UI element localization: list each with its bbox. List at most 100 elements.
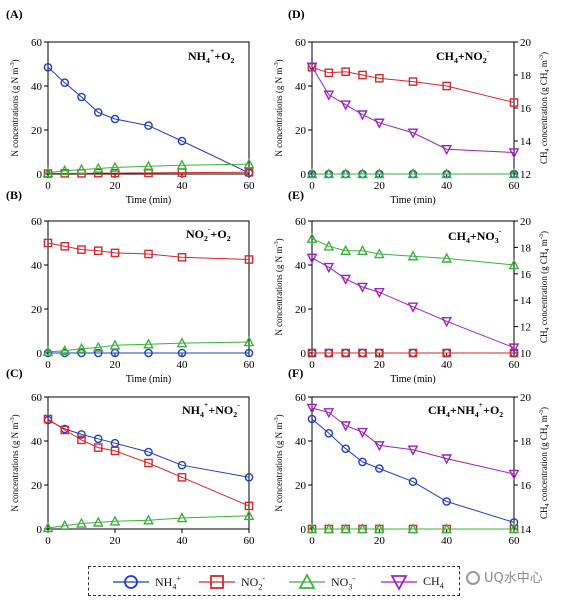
data-point-no2 bbox=[307, 348, 317, 358]
x-tick-label: 60 bbox=[244, 359, 256, 371]
data-point-no2 bbox=[408, 77, 418, 86]
y-right-tick-label: 12 bbox=[520, 322, 531, 334]
data-point-ch4 bbox=[373, 441, 385, 452]
data-point-no2 bbox=[375, 73, 384, 83]
y-right-tick-label: 14 bbox=[520, 524, 532, 536]
data-point-ch4 bbox=[508, 343, 520, 354]
x-axis-label: Time (min) bbox=[126, 195, 171, 206]
data-point-no2 bbox=[358, 70, 367, 80]
data-point-no3 bbox=[92, 341, 104, 352]
data-point-no3 bbox=[373, 248, 385, 259]
x-tick-label: 40 bbox=[177, 180, 189, 192]
x-tick-label: 40 bbox=[441, 535, 453, 547]
data-point-no3 bbox=[76, 342, 87, 353]
legend: NH4+ NO2- NO3- CH4 bbox=[88, 566, 460, 596]
y-right-axis-label: CH4 concentration (g CH4 m-3) bbox=[538, 407, 551, 519]
data-point-no2 bbox=[358, 348, 367, 358]
data-point-no3 bbox=[143, 514, 154, 525]
data-point-no3 bbox=[340, 244, 352, 256]
data-point-no2 bbox=[93, 443, 103, 452]
data-point-nh4 bbox=[93, 108, 103, 117]
chart-panel-c: 0 20 40 60 0 20 40 60 N concentrations (g N m-3)… bbox=[6, 366, 255, 547]
legend-label-no2: NO2- bbox=[241, 574, 266, 592]
data-point-no3 bbox=[76, 163, 87, 174]
x-tick-label: 0 bbox=[45, 359, 51, 371]
data-point-no3 bbox=[306, 232, 318, 243]
data-point-ch4 bbox=[306, 403, 318, 414]
data-point-no3 bbox=[373, 168, 385, 179]
data-point-no3 bbox=[357, 523, 368, 534]
x-tick-label: 60 bbox=[509, 535, 521, 547]
y-tick-label: 40 bbox=[31, 436, 43, 448]
data-point-ch4 bbox=[407, 128, 419, 139]
data-point-nh4 bbox=[77, 92, 86, 102]
data-point-nh4 bbox=[60, 78, 70, 87]
data-point-no3 bbox=[407, 523, 419, 534]
data-point-ch4 bbox=[508, 469, 520, 480]
data-point-ch4 bbox=[373, 287, 385, 299]
y-tick-label: 40 bbox=[295, 436, 307, 448]
data-point-ch4 bbox=[340, 274, 352, 285]
data-point-no2 bbox=[375, 348, 384, 358]
data-point-ch4 bbox=[323, 408, 335, 419]
series-line-no2 bbox=[47, 242, 250, 260]
series-line-ch4 bbox=[311, 407, 515, 475]
data-point-ch4 bbox=[306, 253, 318, 264]
data-point-nh4 bbox=[43, 63, 53, 72]
data-point-nh4 bbox=[110, 114, 120, 124]
chart-panel-a: 0 20 40 60 0 20 40 60 Time (min) N concentrations… bbox=[6, 7, 255, 206]
panel-label: (E) bbox=[288, 188, 304, 202]
data-point-no3 bbox=[508, 259, 520, 270]
y-right-tick-label: 18 bbox=[520, 242, 532, 254]
data-point-ch4 bbox=[340, 100, 352, 111]
y-tick-label: 20 bbox=[295, 304, 307, 316]
data-point-no3 bbox=[508, 168, 520, 179]
data-point-no3 bbox=[441, 168, 453, 179]
x-tick-label: 0 bbox=[45, 180, 51, 192]
data-point-no3 bbox=[508, 523, 520, 534]
data-point-no2 bbox=[341, 348, 350, 358]
legend-label-ch4: CH4 bbox=[423, 574, 444, 591]
data-point-ch4 bbox=[357, 427, 368, 439]
y-axis-label: N concentrations (g N m-3) bbox=[9, 414, 20, 511]
data-point-no3 bbox=[407, 168, 419, 179]
x-tick-label: 20 bbox=[110, 180, 122, 192]
y-tick-label: 20 bbox=[31, 125, 43, 137]
data-point-ch4 bbox=[441, 454, 453, 465]
x-tick-label: 20 bbox=[110, 359, 122, 371]
x-tick-label: 0 bbox=[309, 535, 315, 547]
data-point-ch4 bbox=[441, 144, 453, 156]
data-point-no2 bbox=[60, 241, 70, 251]
data-point-no2 bbox=[177, 252, 187, 262]
data-point-ch4 bbox=[323, 262, 335, 274]
series-line-nh4 bbox=[47, 66, 250, 174]
y-axis-label: N concentrations (g N m-3) bbox=[273, 238, 284, 335]
data-point-nh4 bbox=[324, 428, 334, 438]
data-point-no3 bbox=[306, 523, 318, 534]
data-point-ch4 bbox=[508, 148, 520, 159]
x-axis-label: Time (min) bbox=[390, 374, 435, 385]
data-point-no3 bbox=[109, 515, 121, 526]
panel-label: (F) bbox=[288, 366, 303, 380]
x-tick-label: 0 bbox=[45, 535, 51, 547]
chart-panel-b: 0 20 40 60 0 20 40 60 Time (min) (B) NO2-+O2 bbox=[6, 188, 255, 385]
legend-marker-no2 bbox=[199, 575, 235, 589]
data-point-no3 bbox=[340, 168, 352, 179]
plot-frame bbox=[47, 41, 250, 175]
data-point-no2 bbox=[144, 249, 153, 259]
data-point-no3 bbox=[323, 523, 335, 534]
data-point-no3 bbox=[357, 244, 368, 256]
data-point-no3 bbox=[92, 516, 104, 527]
data-point-nh4 bbox=[341, 444, 350, 454]
data-point-nh4 bbox=[177, 136, 187, 146]
data-point-nh4 bbox=[77, 348, 86, 358]
data-point-no3 bbox=[59, 344, 71, 356]
y-tick-label: 0 bbox=[301, 348, 307, 360]
data-point-no3 bbox=[407, 250, 419, 261]
panel-annotation: CH4+NO2- bbox=[436, 46, 490, 65]
data-point-ch4 bbox=[306, 62, 318, 73]
y-axis-label: N concentrations (g N m-3) bbox=[273, 414, 284, 511]
data-point-no2 bbox=[509, 98, 519, 107]
data-point-ch4 bbox=[407, 445, 419, 456]
